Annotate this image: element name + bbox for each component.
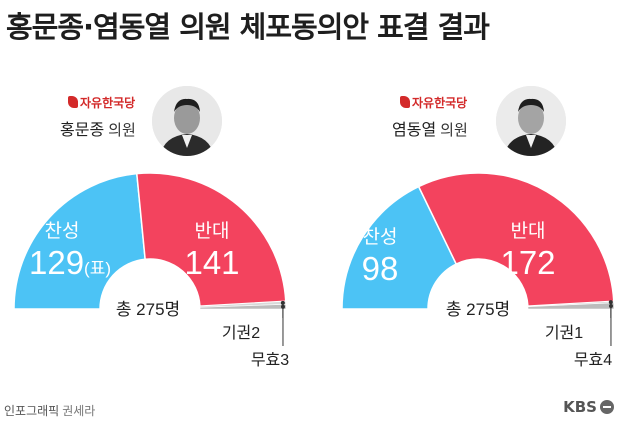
member-name-text: 염동열: [392, 120, 437, 139]
total-label: 총 275명: [116, 300, 180, 319]
no-value: 172: [500, 244, 555, 281]
vote-semicircle-chart: 찬성 98 반대 172 총 275명 기권1 무효4: [341, 172, 615, 369]
broadcaster-logo: KBS: [563, 398, 614, 416]
member-title: 의원: [108, 121, 136, 139]
yes-slice: [13, 172, 146, 310]
party-name: 자유한국당: [412, 96, 468, 110]
yes-count: 129: [29, 244, 84, 281]
total-label: 총 275명: [446, 300, 510, 319]
no-label: 반대: [511, 220, 546, 242]
yes-label: 찬성: [363, 226, 398, 248]
no-slice: [135, 172, 287, 307]
yes-unit: (표): [84, 259, 111, 278]
party-label: 자유한국당: [400, 94, 467, 111]
no-value: 141: [184, 244, 239, 281]
no-slice: [417, 172, 615, 307]
yes-label: 찬성: [45, 220, 80, 242]
invalid-leader-dot: [608, 303, 613, 308]
kbs-logo-icon: [600, 400, 614, 414]
member-photo: [496, 86, 566, 156]
infographic-credit: 인포그래픽 권세라: [4, 402, 95, 419]
vote-panel-hong: 자유한국당 홍문종 의원 찬성 129(표) 반대 141 총 275명 기권2 …: [0, 80, 310, 380]
member-title: 의원: [440, 121, 468, 139]
yes-value: 129(표): [29, 244, 111, 281]
member-name: 홍문종 의원: [60, 116, 136, 140]
brand-text: KBS: [563, 398, 597, 416]
member-name: 염동열 의원: [392, 116, 468, 140]
member-photo: [152, 86, 222, 156]
party-label: 자유한국당: [68, 94, 135, 111]
member-name-text: 홍문종: [60, 120, 105, 139]
party-logo-icon: [400, 96, 410, 108]
invalid-label: 무효4: [574, 352, 612, 369]
yes-slice: [341, 185, 458, 310]
invalid-leader-dot: [280, 304, 285, 309]
credit-label: 인포그래픽: [4, 404, 60, 418]
portrait-icon: [496, 86, 566, 156]
page-title: 홍문종·염동열 의원 체포동의안 표결 결과: [6, 10, 490, 44]
abstain-label: 기권2: [222, 324, 260, 342]
abstain-label: 기권1: [545, 324, 583, 342]
yes-count: 98: [362, 250, 399, 287]
party-name: 자유한국당: [80, 96, 136, 110]
abstain-leader-dot: [608, 300, 613, 305]
invalid-slice: [527, 302, 615, 310]
vote-panel-yeom: 자유한국당 염동열 의원 찬성 98 반대 172 총 275명 기권1 무효4: [310, 80, 620, 380]
credit-author: 권세라: [62, 404, 96, 418]
yes-value: 98: [362, 250, 399, 287]
invalid-label: 무효3: [251, 352, 289, 369]
invalid-slice: [199, 304, 287, 310]
no-label: 반대: [195, 220, 230, 242]
abstain-leader-dot: [280, 300, 285, 305]
vote-semicircle-chart: 찬성 129(표) 반대 141 총 275명 기권2 무효3: [13, 172, 289, 369]
portrait-icon: [152, 86, 222, 156]
party-logo-icon: [68, 96, 78, 108]
